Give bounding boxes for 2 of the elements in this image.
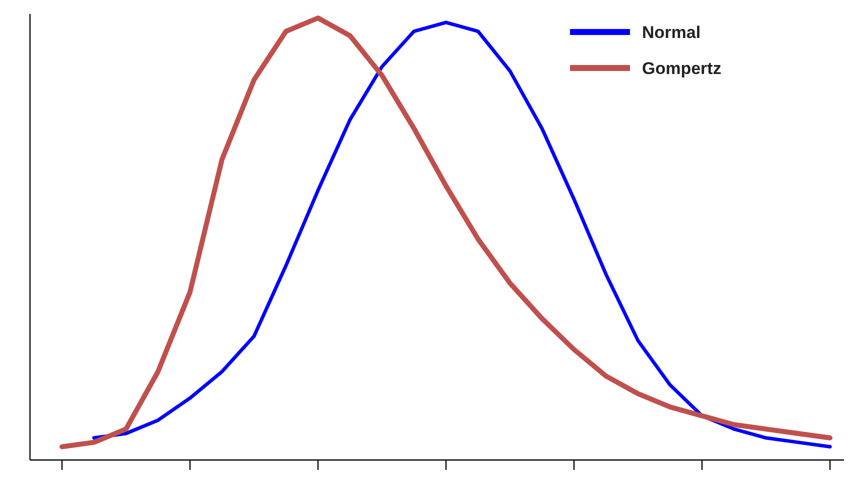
legend-label: Gompertz bbox=[642, 59, 722, 78]
legend-label: Normal bbox=[642, 23, 701, 42]
